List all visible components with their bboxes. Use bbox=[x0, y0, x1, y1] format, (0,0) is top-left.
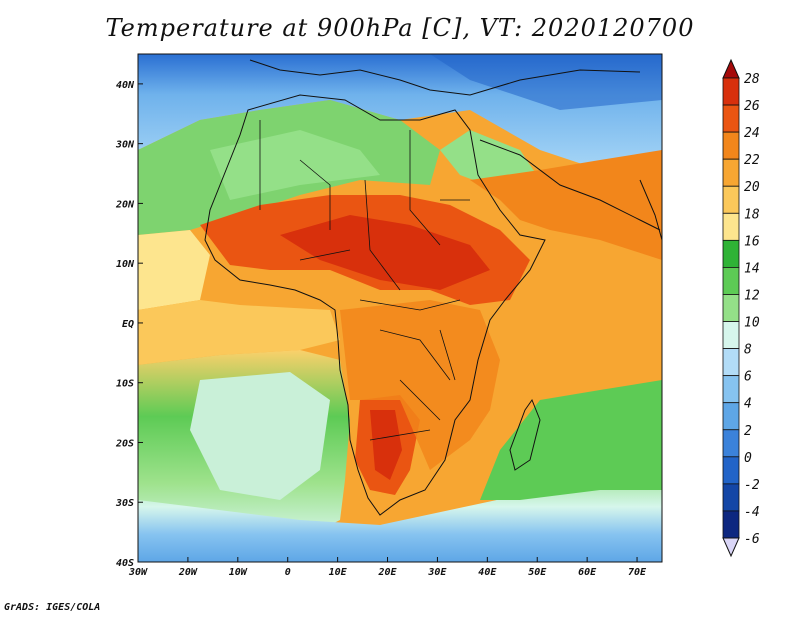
arabia-coastline bbox=[479, 139, 661, 231]
europe-coastline bbox=[249, 59, 641, 96]
y-tick-label: 10S bbox=[116, 379, 134, 390]
country-borders bbox=[259, 120, 470, 441]
x-tick-label: 20E bbox=[377, 567, 397, 578]
colorbar-swatch bbox=[722, 429, 740, 458]
x-tick-label: 10W bbox=[229, 567, 248, 578]
colorbar-label: 4 bbox=[744, 397, 752, 412]
colorbar-swatch bbox=[722, 239, 740, 268]
colorbar-swatch bbox=[722, 77, 740, 106]
x-tick-label: 70E bbox=[628, 567, 647, 578]
colorbar-swatch bbox=[722, 321, 740, 349]
colorbar-bottom-arrow bbox=[722, 537, 740, 558]
colorbar-label: 14 bbox=[744, 261, 760, 276]
longitude-ticks: 30W 20W 10W 0 10E 20E 30E 40E 50E 60E 70E bbox=[128, 557, 647, 578]
x-tick-label: 50E bbox=[528, 567, 547, 578]
colorbar-swatch bbox=[722, 104, 740, 133]
colorbar-label: 6 bbox=[744, 370, 752, 385]
y-tick-label: 10N bbox=[116, 259, 135, 270]
temperature-field bbox=[138, 54, 662, 562]
colorbar-swatch bbox=[722, 402, 740, 431]
colorbar-swatch bbox=[722, 212, 740, 241]
x-tick-label: 30E bbox=[427, 567, 447, 578]
y-tick-label: 20S bbox=[115, 438, 134, 449]
y-tick-label: 40N bbox=[116, 80, 135, 91]
colorbar-swatch bbox=[722, 348, 740, 377]
colorbar-swatch bbox=[722, 158, 740, 187]
colorbar-label: 8 bbox=[744, 343, 752, 358]
colorbar-label: 22 bbox=[744, 153, 760, 168]
colorbar-swatch bbox=[722, 267, 740, 295]
colorbar-swatch bbox=[722, 185, 740, 214]
colorbar-label: 20 bbox=[744, 180, 760, 195]
grads-credit: GrADS: IGES/COLA bbox=[4, 602, 101, 613]
x-tick-label: 10E bbox=[329, 567, 348, 578]
y-tick-label: EQ bbox=[122, 319, 134, 330]
x-tick-label: 20W bbox=[178, 567, 198, 578]
x-tick-label: 0 bbox=[285, 567, 291, 578]
colorbar-label: 28 bbox=[744, 72, 760, 87]
y-tick-label: 40S bbox=[116, 558, 134, 569]
x-tick-label: 30W bbox=[128, 567, 148, 578]
colorbar-swatch bbox=[722, 510, 740, 539]
latitude-ticks: 40N 30N 20N 10N EQ 10S 20S 30S 40S bbox=[115, 80, 143, 569]
y-tick-label: 30S bbox=[115, 498, 134, 509]
y-tick-label: 20N bbox=[115, 199, 135, 210]
india-coastline bbox=[639, 179, 662, 241]
colorbar-swatch bbox=[722, 131, 740, 160]
y-tick-label: 30N bbox=[115, 140, 135, 151]
colorbar-top-arrow bbox=[722, 58, 740, 79]
colorbar-label: 2 bbox=[744, 424, 752, 439]
colorbar-label: 12 bbox=[744, 288, 760, 303]
colorbar-swatch bbox=[722, 294, 740, 322]
colorbar-label: -2 bbox=[744, 478, 760, 493]
madagascar-coastline bbox=[509, 398, 541, 471]
colorbar-label: 10 bbox=[744, 316, 760, 331]
colorbar-label: 24 bbox=[744, 126, 760, 141]
colorbar-label: 0 bbox=[744, 451, 752, 466]
colorbar-swatch bbox=[722, 375, 740, 404]
x-tick-label: 60E bbox=[578, 567, 597, 578]
colorbar-label: -4 bbox=[744, 505, 760, 520]
africa-coastline bbox=[204, 94, 546, 516]
map-frame bbox=[137, 53, 663, 563]
colorbar-label: 26 bbox=[744, 99, 760, 114]
colorbar-label: 16 bbox=[744, 234, 760, 249]
colorbar-label: 18 bbox=[744, 207, 760, 222]
map-title: Temperature at 900hPa [C], VT: 202012070… bbox=[105, 14, 695, 42]
colorbar-swatch bbox=[722, 483, 740, 512]
colorbar-label: -6 bbox=[744, 532, 760, 547]
coastlines bbox=[204, 59, 662, 516]
colorbar-swatch bbox=[722, 456, 740, 485]
x-tick-label: 40E bbox=[478, 567, 497, 578]
